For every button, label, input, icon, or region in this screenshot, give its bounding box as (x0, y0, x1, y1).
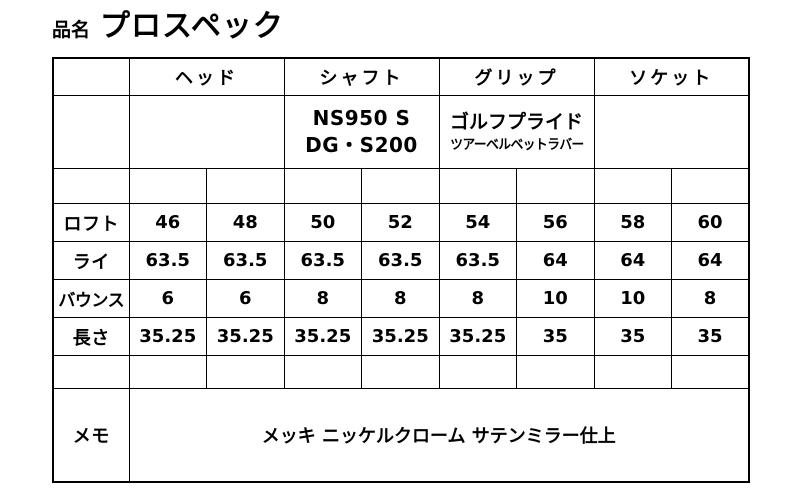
row-label-length: 長さ (52, 317, 130, 356)
lie-value-1: 63.5 (128, 241, 207, 280)
length-value-5: 35.25 (438, 317, 517, 356)
spacer-top-cell-2 (206, 168, 285, 204)
table-row-group-headers: ヘッド シャフト グリップ ソケット (52, 57, 750, 96)
loft-value-7: 58 (593, 203, 672, 242)
table-row-bounce: バウンス 6 6 8 8 8 10 10 8 (52, 279, 750, 318)
spec-table: ヘッド シャフト グリップ ソケット NS950 S DG・S200 (52, 57, 750, 483)
bounce-value-2: 6 (206, 279, 285, 318)
grip-spec-main: ゴルフプライド (449, 111, 583, 134)
spacer-top-cell-1 (128, 168, 207, 204)
table-row-memo: メモ メッキ ニッケルクローム サテンミラー仕上 (52, 388, 750, 483)
lie-value-8: 64 (671, 241, 750, 280)
spacer-bottom-cell-6 (516, 355, 595, 389)
loft-value-8: 60 (671, 203, 750, 242)
spec-table-container: ヘッド シャフト グリップ ソケット NS950 S DG・S200 (52, 57, 750, 483)
spacer-bottom-cell-5 (438, 355, 517, 389)
grip-spec-sub: ツアーベルベットラバー (449, 136, 584, 153)
spacer-bottom-cell-7 (593, 355, 672, 389)
spacer-top-label-cell (52, 168, 130, 204)
component-spec-grip: ゴルフプライド ツアーベルベットラバー (438, 95, 595, 169)
component-spec-label-cell (52, 95, 130, 169)
spacer-bottom-cell-8 (671, 355, 750, 389)
lie-value-7: 64 (593, 241, 672, 280)
group-header-shaft: シャフト (283, 57, 440, 96)
lie-value-6: 64 (516, 241, 595, 280)
group-header-socket: ソケット (593, 57, 750, 96)
loft-value-4: 52 (361, 203, 440, 242)
length-value-6: 35 (516, 317, 595, 356)
component-spec-shaft: NS950 S DG・S200 (283, 95, 440, 169)
lie-value-3: 63.5 (283, 241, 362, 280)
row-label-bounce: バウンス (52, 279, 130, 318)
length-value-3: 35.25 (283, 317, 362, 356)
shaft-spec-main: NS950 S (312, 106, 411, 130)
length-value-8: 35 (671, 317, 750, 356)
spacer-bottom-label-cell (52, 355, 130, 389)
table-row-spacer-top (52, 168, 750, 204)
lie-value-4: 63.5 (361, 241, 440, 280)
group-header-corner-cell (52, 57, 130, 96)
spacer-bottom-cell-3 (283, 355, 362, 389)
bounce-value-3: 8 (283, 279, 362, 318)
spacer-top-cell-8 (671, 168, 750, 204)
product-name-label: 品名 (52, 19, 91, 41)
bounce-value-1: 6 (128, 279, 207, 318)
table-row-loft: ロフト 46 48 50 52 54 56 58 60 (52, 203, 750, 242)
lie-value-5: 63.5 (438, 241, 517, 280)
spacer-top-cell-6 (516, 168, 595, 204)
group-header-head: ヘッド (128, 57, 285, 96)
component-spec-socket (593, 95, 750, 169)
spacer-top-cell-3 (283, 168, 362, 204)
row-label-memo: メモ (52, 388, 130, 483)
component-spec-head (128, 95, 285, 169)
loft-value-3: 50 (283, 203, 362, 242)
table-row-spacer-bottom (52, 355, 750, 389)
page-title: 品名 プロスペック (52, 12, 284, 52)
spacer-bottom-cell-4 (361, 355, 440, 389)
spacer-top-cell-7 (593, 168, 672, 204)
product-name-value: プロスペック (100, 9, 284, 44)
spacer-top-cell-4 (361, 168, 440, 204)
spacer-bottom-cell-1 (128, 355, 207, 389)
length-value-7: 35 (593, 317, 672, 356)
length-value-1: 35.25 (128, 317, 207, 356)
table-row-lie: ライ 63.5 63.5 63.5 63.5 63.5 64 64 64 (52, 241, 750, 280)
bounce-value-8: 8 (671, 279, 750, 318)
shaft-spec-sub: DG・S200 (305, 133, 418, 157)
table-row-component-specs: NS950 S DG・S200 ゴルフプライド ツアーベルベットラバー (52, 95, 750, 169)
bounce-value-5: 8 (438, 279, 517, 318)
length-value-4: 35.25 (361, 317, 440, 356)
bounce-value-7: 10 (593, 279, 672, 318)
memo-text: メッキ ニッケルクローム サテンミラー仕上 (128, 388, 750, 483)
loft-value-6: 56 (516, 203, 595, 242)
bounce-value-6: 10 (516, 279, 595, 318)
row-label-lie: ライ (52, 241, 130, 280)
spacer-top-cell-5 (438, 168, 517, 204)
group-header-grip: グリップ (438, 57, 595, 96)
length-value-2: 35.25 (206, 317, 285, 356)
bounce-value-4: 8 (361, 279, 440, 318)
row-label-loft: ロフト (52, 203, 130, 242)
loft-value-1: 46 (128, 203, 207, 242)
loft-value-2: 48 (206, 203, 285, 242)
table-row-length: 長さ 35.25 35.25 35.25 35.25 35.25 35 35 3… (52, 317, 750, 356)
loft-value-5: 54 (438, 203, 517, 242)
lie-value-2: 63.5 (206, 241, 285, 280)
spacer-bottom-cell-2 (206, 355, 285, 389)
